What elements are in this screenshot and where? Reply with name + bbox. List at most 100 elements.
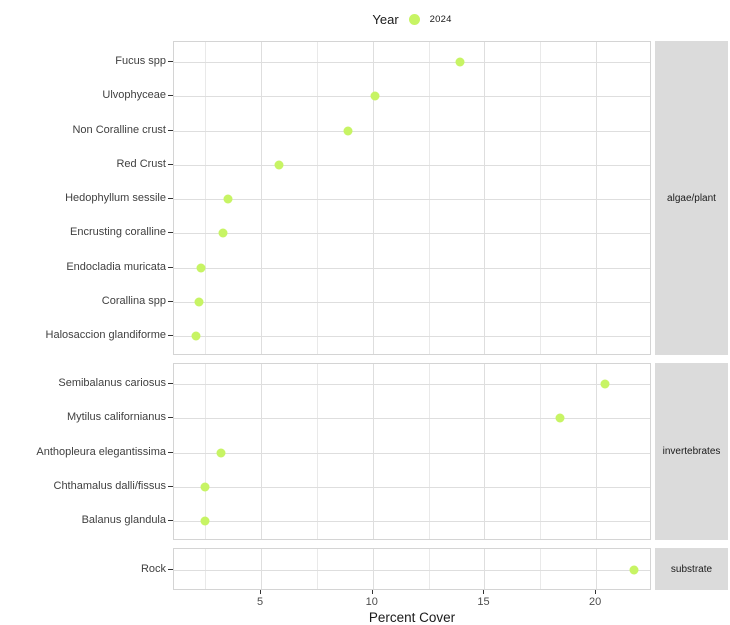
gridline-minor bbox=[316, 364, 318, 539]
y-axis-label: Semibalanus cariosus bbox=[58, 377, 166, 389]
data-point bbox=[274, 160, 284, 170]
data-point bbox=[600, 379, 610, 389]
gridline-row bbox=[174, 96, 650, 98]
y-axis-tick bbox=[168, 569, 173, 570]
data-point bbox=[455, 57, 465, 67]
gridline-row bbox=[174, 521, 650, 522]
x-axis-tick-label: 10 bbox=[365, 596, 378, 608]
x-axis-tick bbox=[595, 590, 597, 594]
x-axis-tick-label: 5 bbox=[257, 596, 264, 608]
gridline-minor bbox=[205, 42, 207, 354]
gridline-minor bbox=[205, 364, 207, 539]
legend: Year 2024 bbox=[173, 0, 651, 38]
legend-item-label: 2024 bbox=[429, 13, 452, 25]
gridline-major bbox=[484, 42, 486, 354]
data-point bbox=[343, 126, 353, 135]
y-axis-tick bbox=[168, 485, 173, 487]
gridline-major bbox=[261, 364, 263, 539]
y-axis-label: Halosaccion glandiforme bbox=[45, 329, 166, 341]
gridline-major bbox=[484, 364, 486, 539]
x-axis-tick-label: 20 bbox=[589, 596, 602, 608]
y-axis-tick bbox=[168, 383, 173, 384]
y-axis-label: Endocladia muricata bbox=[66, 260, 166, 273]
y-axis-tick bbox=[168, 163, 173, 165]
gridline-major bbox=[372, 549, 374, 589]
x-axis-tick bbox=[260, 590, 262, 594]
facet-panel bbox=[173, 41, 651, 355]
data-point bbox=[223, 194, 233, 204]
y-axis-label: Chthamalus dalli/fissus bbox=[53, 479, 167, 492]
gridline-row bbox=[174, 199, 650, 200]
gridline-minor bbox=[540, 364, 542, 539]
gridline-row bbox=[174, 336, 650, 337]
y-axis-tick bbox=[168, 232, 173, 234]
data-point bbox=[200, 482, 210, 492]
gridline-row bbox=[174, 130, 650, 132]
gridline-minor bbox=[540, 42, 542, 354]
gridline-minor bbox=[540, 549, 542, 589]
gridline-minor bbox=[428, 364, 430, 539]
facet-strip: invertebrates bbox=[655, 363, 728, 540]
y-axis-label: Mytilus californianus bbox=[66, 411, 166, 424]
y-axis-tick bbox=[168, 61, 173, 62]
data-point bbox=[194, 297, 204, 307]
y-axis-tick bbox=[168, 335, 173, 336]
data-point bbox=[629, 565, 639, 575]
y-axis-label: Red Crust bbox=[116, 157, 166, 170]
gridline-row bbox=[174, 418, 650, 420]
data-point bbox=[555, 413, 565, 423]
y-axis-label: Rock bbox=[140, 563, 166, 575]
y-axis-tick bbox=[168, 129, 173, 131]
y-axis-label: Non Coralline crust bbox=[72, 123, 166, 136]
y-axis-label: Corallina spp bbox=[101, 294, 166, 307]
x-axis-tick bbox=[483, 590, 485, 594]
y-axis-label: Anthopleura elegantissima bbox=[36, 445, 166, 458]
gridline-row bbox=[174, 384, 650, 385]
legend-title: Year bbox=[372, 11, 399, 27]
data-point bbox=[196, 263, 206, 272]
gridline-row bbox=[174, 267, 650, 269]
gridline-major bbox=[261, 42, 263, 354]
gridline-major bbox=[596, 549, 598, 589]
gridline-major bbox=[372, 42, 374, 354]
y-axis-label: Ulvophyceae bbox=[102, 89, 166, 102]
gridline-minor bbox=[205, 549, 207, 589]
gridline-major bbox=[484, 549, 486, 589]
data-point bbox=[216, 448, 226, 457]
facet-strip: substrate bbox=[655, 548, 728, 590]
facet-strip: algae/plant bbox=[655, 41, 728, 355]
x-axis-title: Percent Cover bbox=[368, 610, 456, 625]
gridline-minor bbox=[316, 42, 318, 354]
gridline-row bbox=[174, 164, 650, 166]
y-axis-label: Balanus glandula bbox=[81, 514, 166, 526]
y-axis-tick bbox=[168, 300, 173, 302]
gridline-row bbox=[174, 486, 650, 488]
facet-panel bbox=[173, 548, 651, 590]
gridline-minor bbox=[316, 549, 318, 589]
data-point bbox=[218, 228, 228, 238]
gridline-row bbox=[174, 62, 650, 63]
gridline-major bbox=[596, 364, 598, 539]
x-axis-tick-label: 15 bbox=[477, 596, 490, 608]
x-axis-tick bbox=[371, 590, 373, 594]
y-axis-tick bbox=[168, 520, 173, 521]
gridline-minor bbox=[428, 549, 430, 589]
gridline-major bbox=[261, 549, 263, 589]
facet-panel bbox=[173, 363, 651, 540]
gridline-row bbox=[174, 233, 650, 235]
y-axis-label: Encrusting coralline bbox=[70, 226, 166, 239]
y-axis-tick bbox=[168, 198, 173, 199]
gridline-major bbox=[372, 364, 374, 539]
data-point bbox=[370, 91, 380, 101]
gridline-row bbox=[174, 301, 650, 303]
y-axis-label: Fucus spp bbox=[115, 55, 166, 67]
y-axis-tick bbox=[168, 266, 173, 268]
data-point bbox=[191, 331, 201, 341]
y-axis-tick bbox=[168, 95, 173, 97]
gridline-major bbox=[596, 42, 598, 354]
gridline-row bbox=[174, 452, 650, 454]
data-point bbox=[200, 516, 210, 526]
y-axis-label: Hedophyllum sessile bbox=[65, 192, 166, 204]
y-axis-tick bbox=[168, 417, 173, 419]
